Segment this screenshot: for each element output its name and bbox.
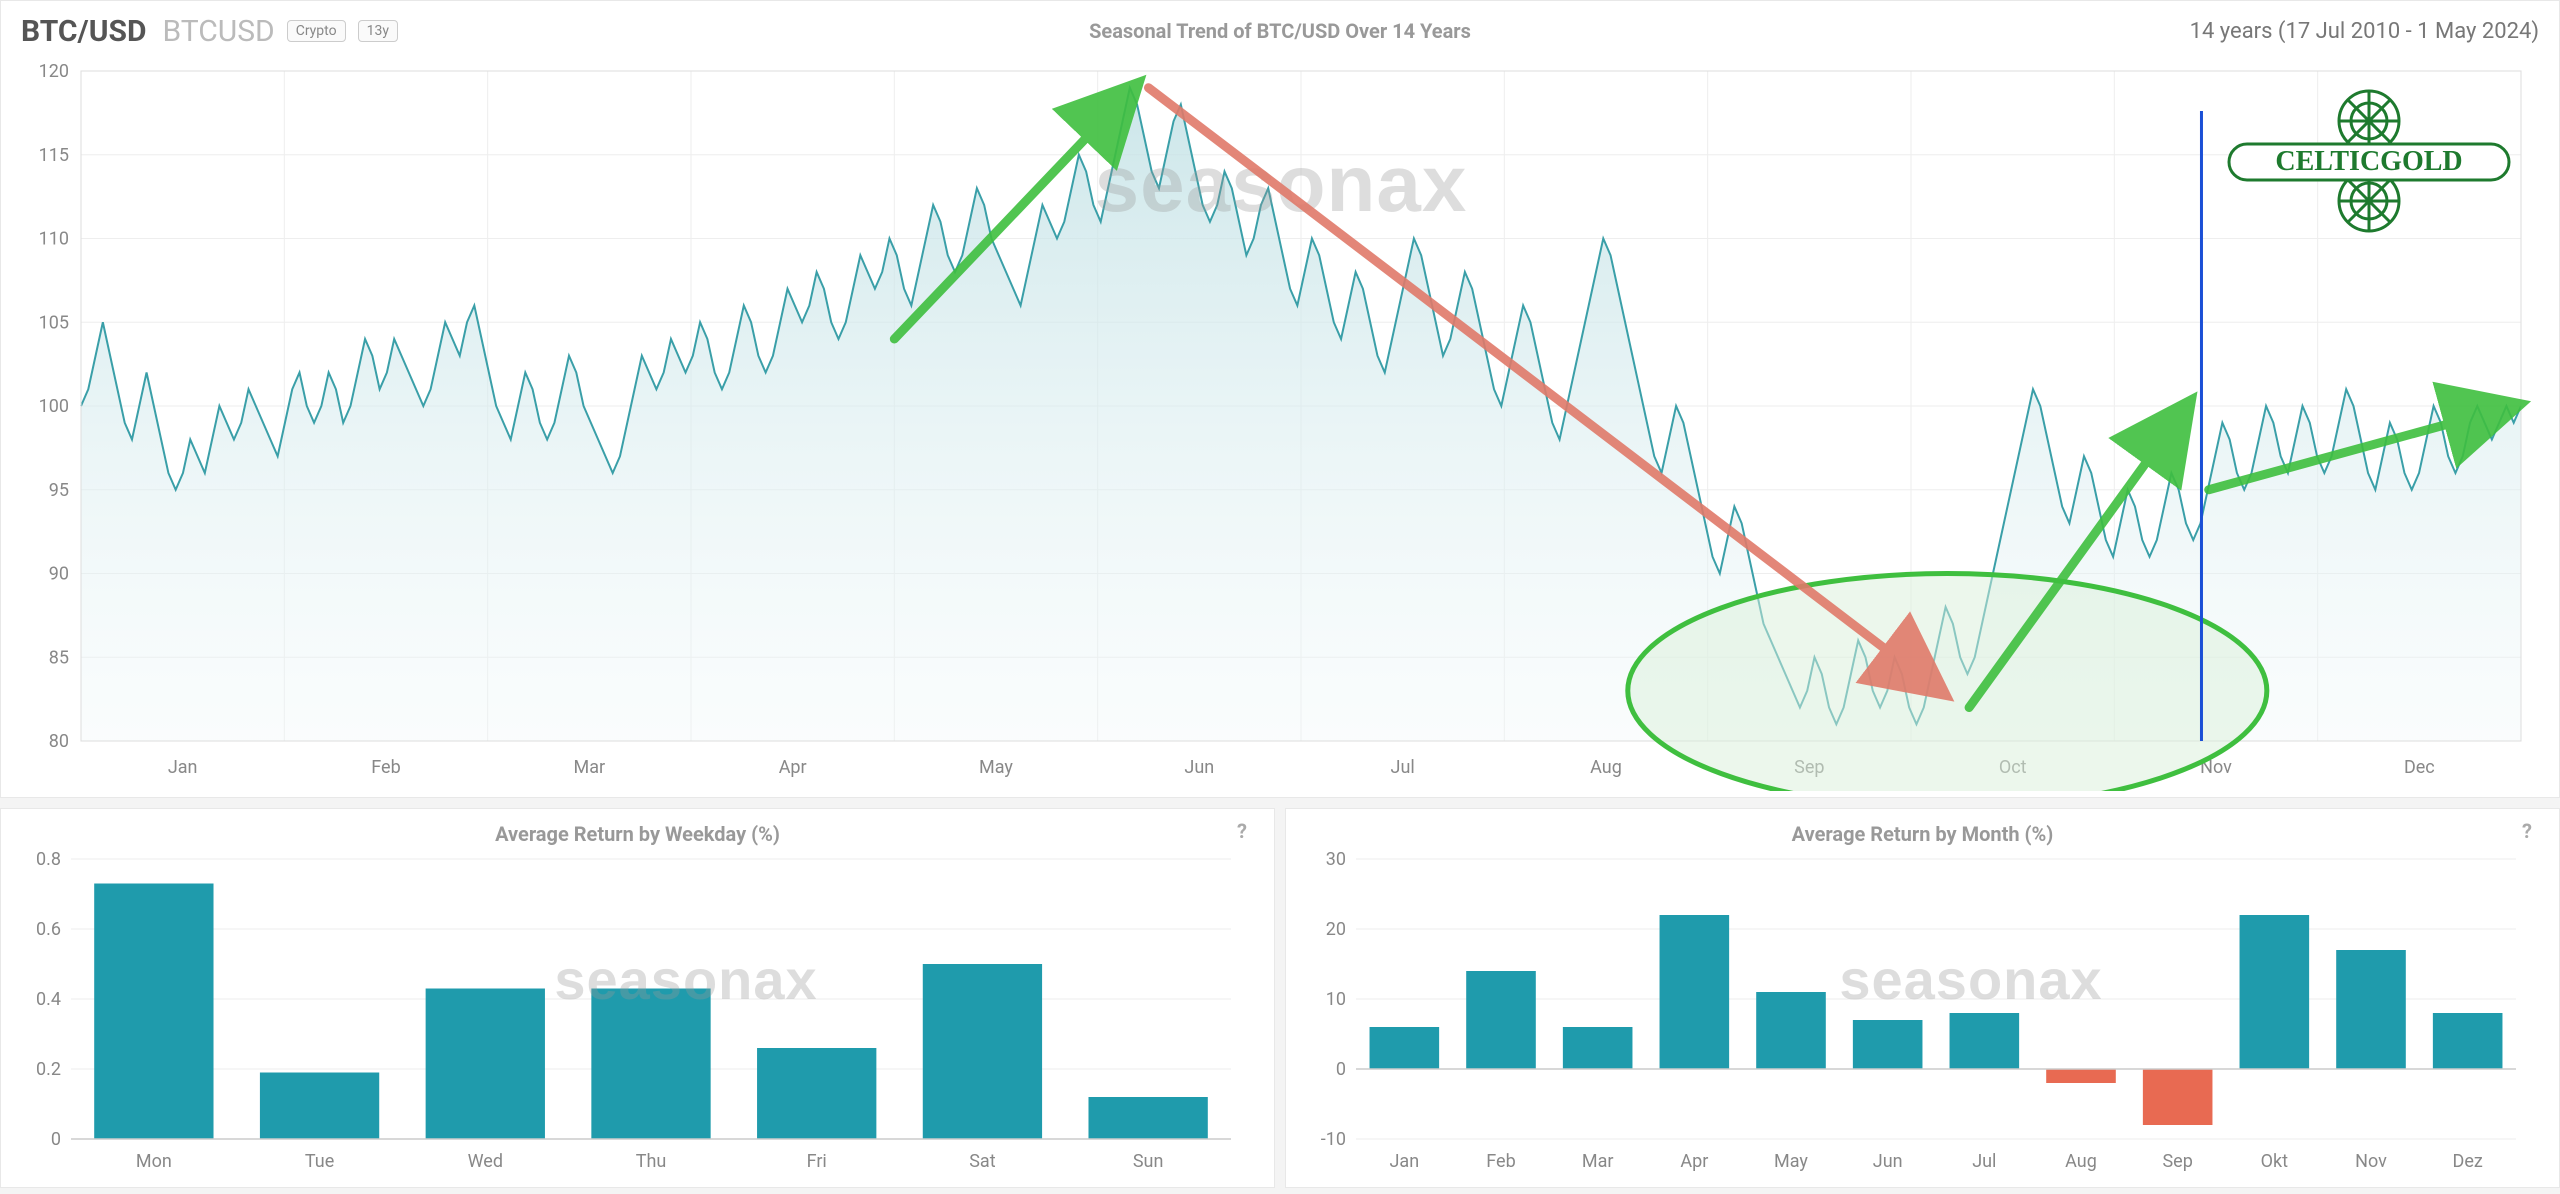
main-chart-panel: BTC/USD BTCUSD Crypto 13y Seasonal Trend… (0, 0, 2560, 798)
svg-text:May: May (979, 757, 1013, 778)
svg-text:Sat: Sat (969, 1151, 995, 1172)
svg-text:90: 90 (49, 564, 69, 585)
weekday-bar-chart: 0 0.2 0.4 0.6 0.8 Mon Tue Wed Thu Fri Sat Sun season… (21, 849, 1251, 1179)
pair-symbol-bold: BTC/USD (21, 14, 146, 49)
pair-symbol-light: BTCUSD (162, 14, 274, 49)
svg-text:0.8: 0.8 (36, 849, 61, 870)
svg-text:20: 20 (1326, 919, 1346, 940)
svg-text:Apr: Apr (779, 757, 807, 778)
years-badge[interactable]: 13y (358, 20, 398, 42)
svg-text:seasonax: seasonax (554, 948, 817, 1011)
svg-text:Feb: Feb (371, 757, 400, 778)
svg-text:30: 30 (1326, 849, 1346, 870)
svg-text:Dez: Dez (2453, 1151, 2483, 1172)
svg-text:Dec: Dec (2404, 757, 2435, 778)
month-bar-chart: -10 0 10 20 30 Jan Feb Mar Apr May Jun Jul Aug Sep Okt… (1306, 849, 2536, 1179)
logo-text: CELTICGOLD (2275, 146, 2462, 177)
svg-text:115: 115 (39, 145, 69, 166)
svg-text:80: 80 (49, 731, 69, 752)
svg-text:0.2: 0.2 (36, 1059, 61, 1080)
svg-text:Sep: Sep (2162, 1151, 2192, 1172)
svg-text:10: 10 (1326, 989, 1346, 1010)
month-chart-title: Average Return by Month (%) (1792, 822, 2054, 846)
svg-text:0.6: 0.6 (36, 919, 61, 940)
celticgold-logo: CELTICGOLD (2219, 86, 2519, 236)
svg-text:0: 0 (51, 1129, 61, 1150)
help-icon[interactable]: ? (2515, 819, 2539, 843)
svg-text:Jul: Jul (1972, 1151, 1996, 1172)
svg-text:Thu: Thu (636, 1151, 667, 1172)
svg-text:110: 110 (39, 229, 69, 250)
svg-text:Nov: Nov (2355, 1151, 2387, 1172)
svg-text:Jun: Jun (1873, 1151, 1903, 1172)
svg-text:Feb: Feb (1486, 1151, 1515, 1172)
svg-text:Jan: Jan (1389, 1151, 1419, 1172)
month-chart-panel: Average Return by Month (%) ? -10 0 10 20 30… (1285, 808, 2560, 1188)
asset-class-badge[interactable]: Crypto (287, 20, 346, 42)
svg-text:May: May (1774, 1151, 1808, 1172)
svg-text:Sun: Sun (1133, 1151, 1164, 1172)
svg-text:Aug: Aug (2065, 1151, 2097, 1172)
svg-text:0: 0 (1336, 1059, 1346, 1080)
svg-text:95: 95 (49, 480, 69, 501)
weekday-chart-title: Average Return by Weekday (%) (495, 822, 780, 846)
svg-text:seasonax: seasonax (1839, 948, 2102, 1011)
svg-text:0.4: 0.4 (36, 989, 61, 1010)
chart-header: BTC/USD BTCUSD Crypto 13y Seasonal Trend… (21, 11, 2539, 51)
svg-text:120: 120 (39, 61, 69, 82)
svg-text:Aug: Aug (1590, 757, 1622, 778)
date-range-label: 14 years (17 Jul 2010 - 1 May 2024) (2190, 19, 2539, 44)
svg-text:Apr: Apr (1680, 1151, 1708, 1172)
seasonal-line-chart: 80 85 90 95 100 105 110 115 120 Jan Feb Mar Apr May Ju… (21, 51, 2541, 791)
svg-text:-10: -10 (1321, 1129, 1346, 1150)
svg-text:Okt: Okt (2261, 1151, 2289, 1172)
svg-text:Mar: Mar (574, 757, 606, 778)
help-icon[interactable]: ? (1230, 819, 1254, 843)
svg-text:Jun: Jun (1184, 757, 1214, 778)
svg-text:Jan: Jan (168, 757, 198, 778)
svg-text:Tue: Tue (305, 1151, 334, 1172)
weekday-chart-panel: Average Return by Weekday (%) ? 00.20.40… (0, 808, 1275, 1188)
svg-text:Mon: Mon (136, 1151, 172, 1172)
svg-text:Wed: Wed (468, 1151, 503, 1172)
svg-text:85: 85 (49, 647, 69, 668)
svg-text:105: 105 (39, 312, 69, 333)
svg-text:100: 100 (39, 396, 69, 417)
svg-text:Fri: Fri (807, 1151, 827, 1172)
chart-title: Seasonal Trend of BTC/USD Over 14 Years (21, 19, 2539, 43)
svg-text:Jul: Jul (1391, 757, 1415, 778)
svg-text:Mar: Mar (1582, 1151, 1614, 1172)
